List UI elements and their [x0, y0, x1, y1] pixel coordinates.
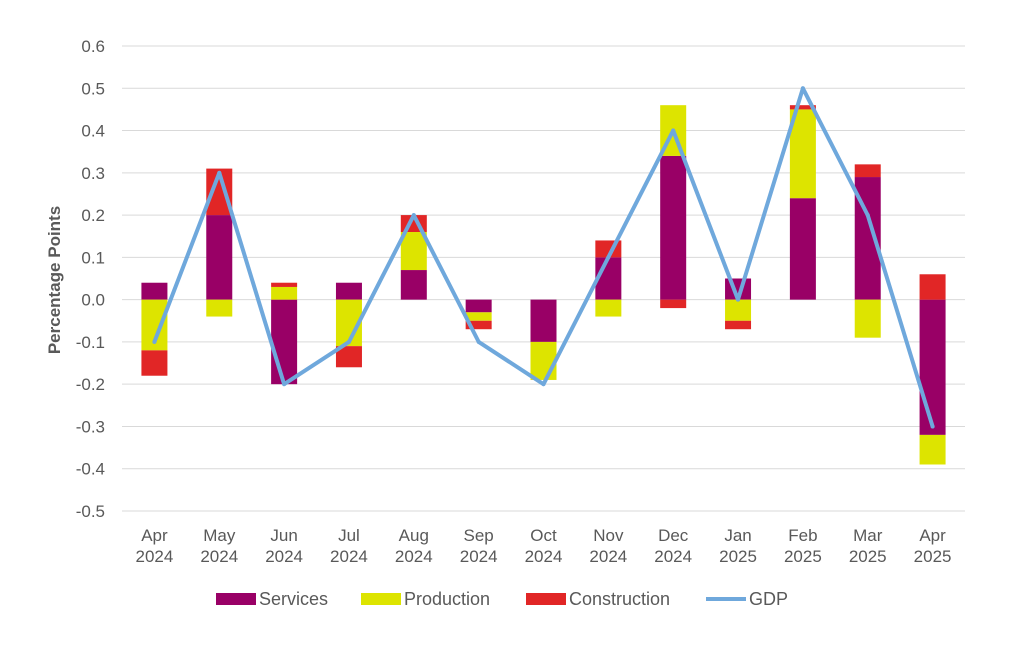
- bar-construction-8: [660, 299, 687, 309]
- y-tick-label: 0.6: [81, 37, 105, 56]
- line-point-gdp-11: [865, 213, 870, 218]
- y-tick-label: -0.1: [76, 333, 105, 352]
- y-tick-label: 0.1: [81, 248, 105, 267]
- line-point-gdp-6: [541, 382, 546, 387]
- bar-services-2: [271, 299, 298, 385]
- bar-services-0: [141, 282, 168, 300]
- bar-production-2: [271, 286, 298, 300]
- gridlines: [122, 45, 965, 512]
- bar-services-4: [400, 270, 427, 300]
- y-axis-label: Percentage Points: [45, 206, 64, 354]
- line-point-gdp-0: [152, 339, 157, 344]
- line-point-gdp-7: [606, 255, 611, 260]
- x-tick-label: Apr 2025: [914, 526, 952, 566]
- x-tick-label: Mar 2025: [849, 526, 887, 566]
- line-point-gdp-2: [282, 382, 287, 387]
- legend-swatch-production: [361, 593, 401, 605]
- bar-services-1: [206, 215, 233, 300]
- y-tick-label: 0.0: [81, 291, 105, 310]
- bar-construction-3: [335, 346, 362, 368]
- line-point-gdp-8: [671, 128, 676, 133]
- bar-construction-9: [725, 320, 752, 330]
- bar-services-3: [335, 282, 362, 300]
- line-point-gdp-4: [411, 213, 416, 218]
- x-tick-label: Apr 2024: [136, 526, 174, 566]
- x-tick-label: Jul 2024: [330, 526, 368, 566]
- legend-label-construction: Construction: [569, 589, 670, 609]
- y-tick-label: 0.5: [81, 79, 105, 98]
- y-tick-label: -0.2: [76, 375, 105, 394]
- bar-production-5: [465, 312, 492, 321]
- gdp-line: [152, 86, 935, 429]
- bar-production-7: [595, 299, 622, 317]
- line-point-gdp-3: [346, 339, 351, 344]
- bar-production-4: [400, 232, 427, 271]
- bar-services-5: [465, 299, 492, 313]
- y-tick-label: 0.2: [81, 206, 105, 225]
- y-tick-label: -0.4: [76, 460, 105, 479]
- legend: Services Production Construction GDP: [216, 589, 788, 609]
- y-axis-ticks: 0.6 0.5 0.4 0.3 0.2 0.1 0.0 -0.1 -0.2 -0.3 -0.4 -0.…: [76, 37, 105, 521]
- line-point-gdp-5: [476, 339, 481, 344]
- x-tick-label: May 2024: [200, 526, 238, 566]
- x-tick-label: Nov 2024: [589, 526, 627, 566]
- bar-production-6: [530, 341, 557, 380]
- bar-construction-12: [919, 274, 946, 300]
- y-tick-label: 0.3: [81, 164, 105, 183]
- x-tick-label: Feb 2025: [784, 526, 822, 566]
- y-tick-label: -0.5: [76, 502, 105, 521]
- x-tick-label: Jan 2025: [719, 526, 757, 566]
- x-tick-label: Jun 2024: [265, 526, 303, 566]
- line-point-gdp-12: [930, 424, 935, 429]
- legend-swatch-services: [216, 593, 256, 605]
- y-tick-label: -0.3: [76, 417, 105, 436]
- line-point-gdp-9: [736, 297, 741, 302]
- bar-services-10: [789, 198, 816, 300]
- bar-production-9: [725, 299, 752, 321]
- line-point-gdp-10: [800, 86, 805, 91]
- bar-construction-10: [789, 105, 816, 110]
- bar-construction-11: [854, 164, 881, 178]
- x-tick-label: Dec 2024: [654, 526, 692, 566]
- y-tick-label: 0.4: [81, 122, 105, 141]
- bar-services-8: [660, 155, 687, 300]
- line-point-gdp-1: [217, 170, 222, 175]
- legend-label-services: Services: [259, 589, 328, 609]
- legend-swatch-construction: [526, 593, 566, 605]
- x-tick-label: Sep 2024: [460, 526, 498, 566]
- bar-production-1: [206, 299, 233, 317]
- x-tick-label: Oct 2024: [525, 526, 563, 566]
- x-tick-label: Aug 2024: [395, 526, 433, 566]
- legend-label-production: Production: [404, 589, 490, 609]
- bar-services-12: [919, 299, 946, 435]
- bar-production-12: [919, 434, 946, 465]
- bar-construction-0: [141, 350, 168, 376]
- x-axis-ticks: Apr 2024 May 2024 Jun 2024 Jul 2024 Aug 2024 Sep 20…: [136, 526, 952, 566]
- bar-services-6: [530, 299, 557, 342]
- bar-production-10: [789, 109, 816, 199]
- bar-construction-5: [465, 320, 492, 330]
- bar-construction-2: [271, 282, 298, 287]
- legend-label-gdp: GDP: [749, 589, 788, 609]
- bars: [141, 105, 946, 465]
- bar-production-11: [854, 299, 881, 338]
